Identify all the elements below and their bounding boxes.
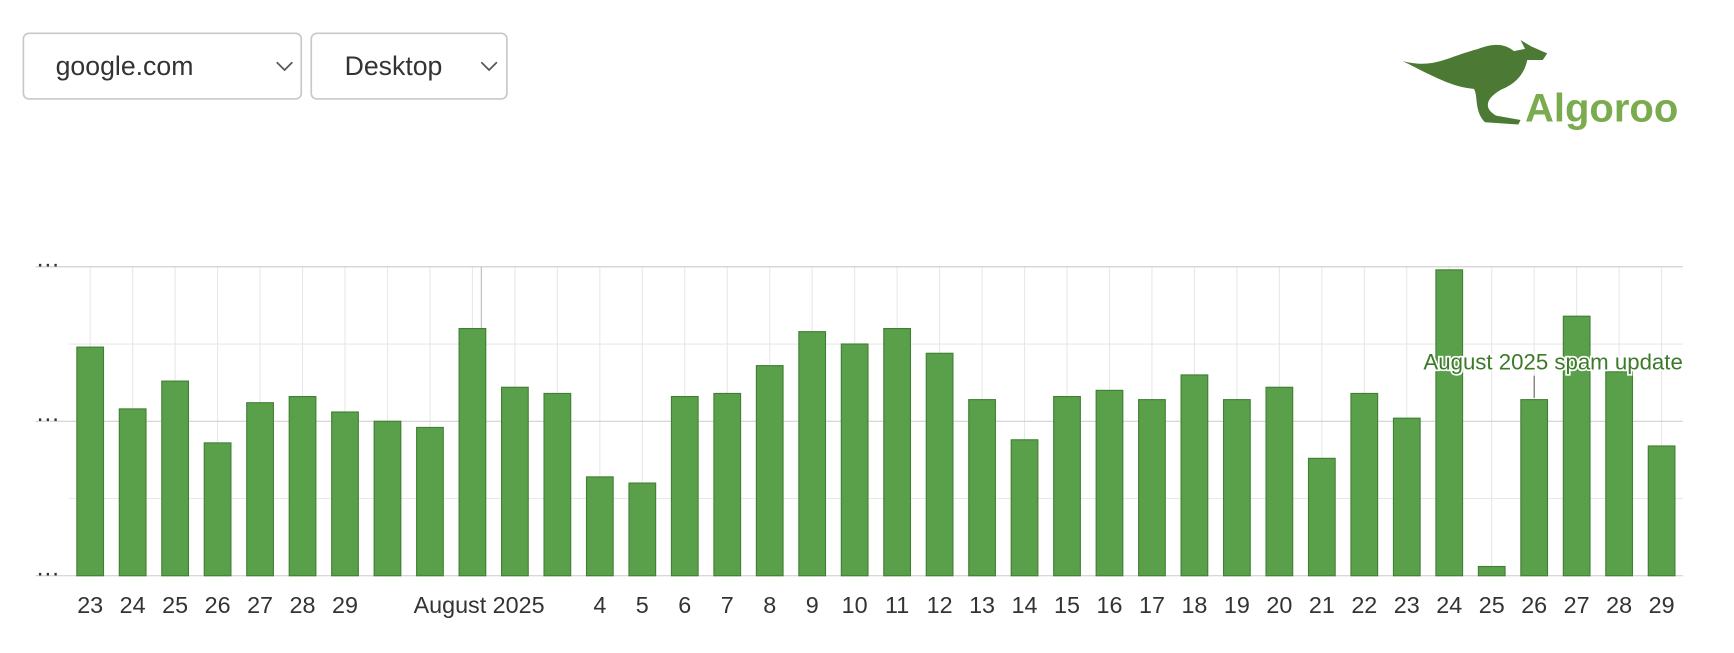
x-tick-label: 24 — [1436, 592, 1462, 618]
bar — [1180, 374, 1209, 577]
bar — [585, 476, 614, 577]
bar — [373, 420, 402, 577]
logo-kangaroo — [1402, 40, 1548, 125]
logo: Algoroo — [1402, 40, 1678, 131]
x-tick-label: 26 — [1521, 592, 1547, 618]
x-tick-label: 15 — [1054, 592, 1080, 618]
x-tick-label: 24 — [120, 592, 146, 618]
bar — [713, 392, 742, 577]
select-box[interactable] — [22, 32, 303, 100]
bar — [458, 328, 487, 577]
x-tick-label: 28 — [1606, 592, 1632, 618]
select-text[interactable]: google.com — [56, 51, 194, 81]
bar — [1138, 399, 1166, 577]
x-tick-label: 27 — [1564, 592, 1590, 618]
y-tick-label: … — [36, 246, 60, 273]
x-tick-label: 6 — [678, 592, 691, 618]
x-tick-label: 25 — [1479, 592, 1505, 618]
logo-text: Algoroo — [1525, 87, 1678, 131]
bar — [883, 328, 912, 577]
x-tick-label: 27 — [247, 592, 273, 618]
bar — [288, 395, 317, 577]
x-tick-label: 14 — [1012, 592, 1038, 618]
bar — [755, 365, 784, 577]
bar — [1010, 439, 1039, 577]
bar — [1477, 565, 1506, 577]
bar — [1520, 399, 1549, 577]
x-tick-label: 25 — [162, 592, 188, 618]
bar — [1605, 371, 1634, 577]
bar — [968, 399, 996, 577]
bar — [798, 331, 827, 577]
bar — [331, 411, 359, 577]
bar — [1435, 269, 1464, 577]
x-tick-label: 23 — [1394, 592, 1420, 618]
x-tick-label: 8 — [763, 592, 776, 618]
select-box[interactable] — [310, 32, 508, 100]
site-select[interactable]: google.com — [22, 32, 303, 100]
x-tick-label: 12 — [927, 592, 953, 618]
bar — [840, 343, 869, 577]
bar — [1053, 395, 1081, 577]
chevron[interactable] — [480, 61, 498, 72]
x-tick-label: 22 — [1351, 592, 1377, 618]
y-tick-label: … — [36, 400, 60, 427]
x-tick-label: 13 — [969, 592, 995, 618]
x-tick-label: 4 — [593, 592, 606, 618]
x-tick-label: 9 — [806, 592, 819, 618]
bar — [203, 442, 232, 577]
x-tick-label: 16 — [1097, 592, 1123, 618]
x-tick-label: 11 — [885, 592, 909, 618]
bar — [925, 352, 954, 577]
bar — [500, 386, 529, 577]
x-tick-label: 19 — [1224, 592, 1250, 618]
bar — [1265, 386, 1294, 577]
x-tick-label: 23 — [77, 592, 103, 618]
bar — [670, 395, 699, 577]
x-tick-label: 20 — [1266, 592, 1292, 618]
x-tick-label: August 2025 — [414, 592, 545, 618]
chevron[interactable] — [276, 61, 293, 72]
x-tick-label: 29 — [332, 592, 358, 618]
x-tick-label: 5 — [636, 592, 649, 618]
bar — [246, 402, 274, 577]
bar — [1392, 417, 1421, 577]
x-tick-label: 21 — [1309, 592, 1335, 618]
x-tick-label: 7 — [721, 592, 734, 618]
bar — [1222, 399, 1251, 577]
x-tick-label: 28 — [290, 592, 316, 618]
bar — [1350, 392, 1379, 577]
y-tick-label: … — [36, 555, 60, 582]
bar — [1095, 389, 1124, 577]
select-text[interactable]: Desktop — [345, 51, 443, 81]
bar — [1307, 457, 1336, 577]
bar — [543, 392, 572, 577]
x-tick-label: 10 — [842, 592, 868, 618]
device-select[interactable]: Desktop — [310, 32, 508, 100]
x-tick-label: 29 — [1649, 592, 1675, 618]
bar — [1562, 315, 1591, 577]
bar — [161, 380, 190, 577]
x-tick-label: 18 — [1181, 592, 1207, 618]
bar — [628, 482, 657, 577]
x-tick-label: 26 — [205, 592, 231, 618]
bar — [118, 408, 147, 577]
annotation: August 2025 spam update — [1423, 349, 1682, 374]
bar — [416, 426, 444, 577]
bar — [1647, 445, 1676, 577]
bar — [76, 346, 105, 577]
x-tick-label: 17 — [1139, 592, 1165, 618]
